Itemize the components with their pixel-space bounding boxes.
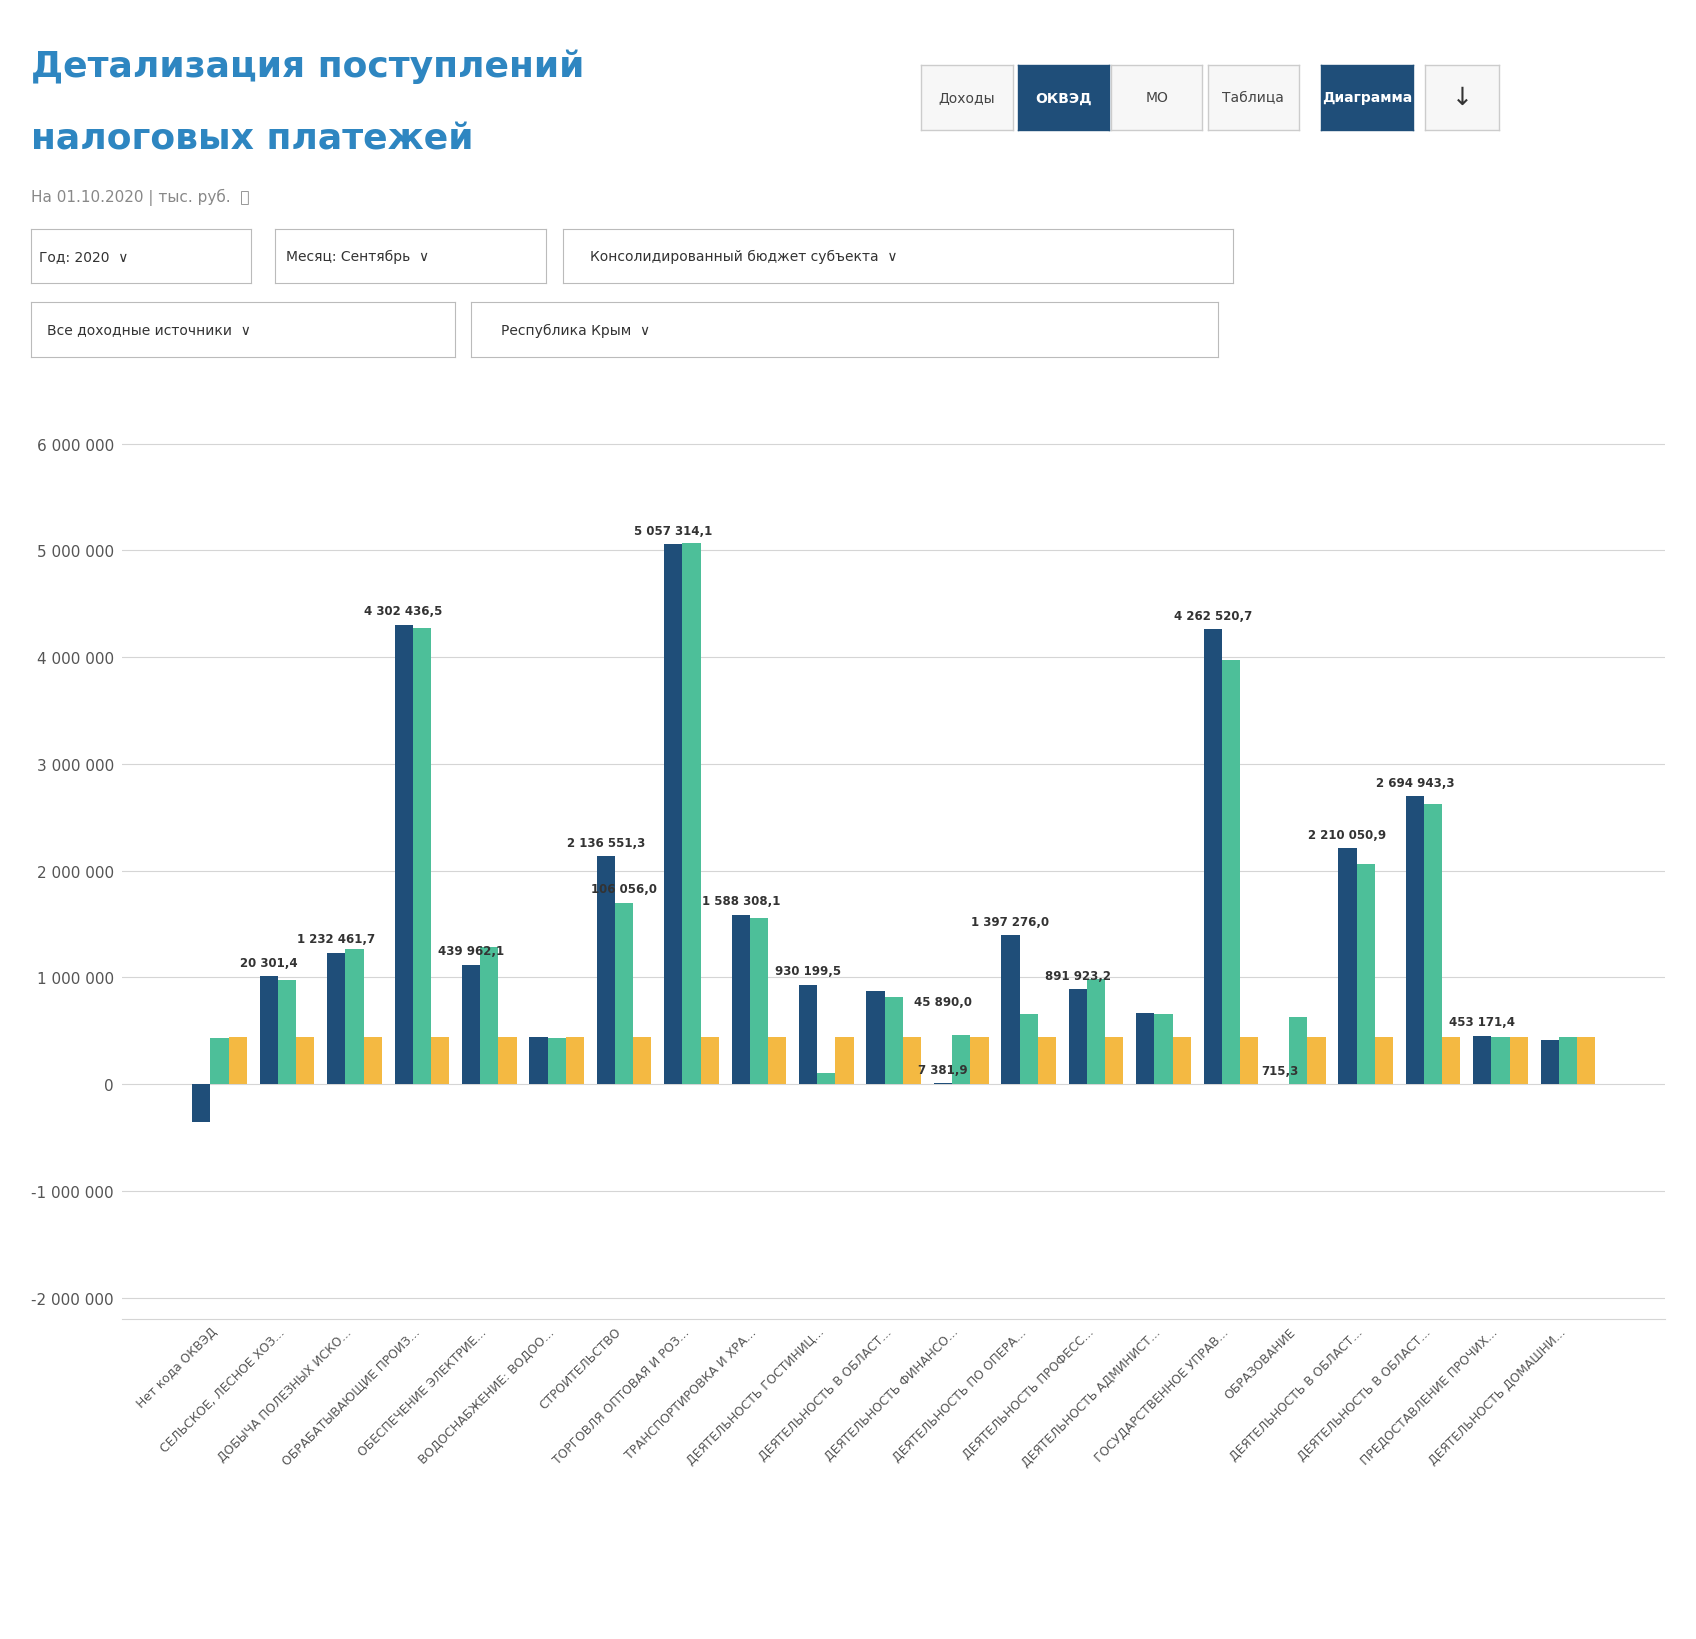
Bar xyxy=(1338,849,1357,1085)
Text: На 01.10.2020 | тыс. руб.  ⓘ: На 01.10.2020 | тыс. руб. ⓘ xyxy=(31,188,249,205)
Bar xyxy=(346,949,363,1085)
Text: 4 262 520,7: 4 262 520,7 xyxy=(1174,610,1252,623)
Text: 1 232 461,7: 1 232 461,7 xyxy=(297,933,375,946)
Bar xyxy=(1442,1037,1460,1085)
Bar xyxy=(1019,1015,1038,1085)
Bar xyxy=(480,947,499,1085)
Bar xyxy=(566,1037,583,1085)
Bar xyxy=(1001,936,1019,1085)
Bar xyxy=(1308,1037,1326,1085)
Text: 1 397 276,0: 1 397 276,0 xyxy=(972,915,1050,928)
Bar xyxy=(597,857,616,1085)
Bar xyxy=(682,544,700,1085)
Bar xyxy=(1577,1037,1596,1085)
Bar xyxy=(633,1037,651,1085)
Bar xyxy=(665,544,682,1085)
Bar xyxy=(259,977,278,1085)
Bar xyxy=(395,626,412,1085)
Bar xyxy=(1540,1041,1559,1085)
Text: Детализация поступлений: Детализация поступлений xyxy=(31,49,583,84)
Bar xyxy=(412,629,431,1085)
Text: МО: МО xyxy=(1145,92,1169,105)
Bar xyxy=(229,1037,248,1085)
Bar xyxy=(1375,1037,1392,1085)
Bar xyxy=(327,952,346,1085)
Bar xyxy=(700,1037,719,1085)
Bar xyxy=(885,997,902,1085)
Bar xyxy=(1289,1018,1308,1085)
Bar xyxy=(1068,990,1087,1085)
Bar xyxy=(278,980,297,1085)
Bar xyxy=(431,1037,449,1085)
Bar xyxy=(799,985,817,1085)
Bar xyxy=(1106,1037,1123,1085)
Bar xyxy=(951,1036,970,1085)
Text: Таблица: Таблица xyxy=(1223,92,1284,105)
Bar xyxy=(731,915,750,1085)
Bar xyxy=(867,992,885,1085)
Bar xyxy=(836,1037,853,1085)
Bar xyxy=(1491,1037,1509,1085)
Text: 2 694 943,3: 2 694 943,3 xyxy=(1375,777,1453,790)
Bar xyxy=(902,1037,921,1085)
Bar xyxy=(1357,865,1375,1085)
Bar xyxy=(970,1037,989,1085)
Text: 106 056,0: 106 056,0 xyxy=(592,883,656,895)
Text: 891 923,2: 891 923,2 xyxy=(1045,969,1111,982)
Text: Месяц: Сентябрь  ∨: Месяц: Сентябрь ∨ xyxy=(285,249,429,264)
Text: 5 057 314,1: 5 057 314,1 xyxy=(634,524,712,538)
Text: Доходы: Доходы xyxy=(938,92,996,105)
Bar xyxy=(1406,797,1425,1085)
Text: Диаграмма: Диаграмма xyxy=(1321,92,1413,105)
Bar xyxy=(1221,661,1240,1085)
Text: 20 301,4: 20 301,4 xyxy=(239,956,297,969)
Bar xyxy=(1038,1037,1057,1085)
Bar xyxy=(363,1037,382,1085)
Text: Год: 2020  ∨: Год: 2020 ∨ xyxy=(39,249,129,264)
Text: 715,3: 715,3 xyxy=(1262,1064,1299,1077)
Text: 4 302 436,5: 4 302 436,5 xyxy=(365,605,443,618)
Text: налоговых платежей: налоговых платежей xyxy=(31,123,473,157)
Bar xyxy=(1240,1037,1258,1085)
Bar xyxy=(1559,1037,1577,1085)
Bar xyxy=(1172,1037,1191,1085)
Text: 453 171,4: 453 171,4 xyxy=(1450,1016,1516,1029)
Text: ОКВЭД: ОКВЭД xyxy=(1035,92,1092,105)
Bar xyxy=(1509,1037,1528,1085)
Bar xyxy=(529,1037,548,1085)
Bar xyxy=(499,1037,517,1085)
Text: 439 962,1: 439 962,1 xyxy=(438,944,504,957)
Bar xyxy=(210,1039,229,1085)
Bar xyxy=(192,1085,210,1123)
Text: Все доходные источники  ∨: Все доходные источники ∨ xyxy=(47,323,251,338)
Text: 2 136 551,3: 2 136 551,3 xyxy=(566,836,644,849)
Text: Республика Крым  ∨: Республика Крым ∨ xyxy=(502,323,651,338)
Text: 1 588 308,1: 1 588 308,1 xyxy=(702,895,780,908)
Bar xyxy=(768,1037,787,1085)
Bar xyxy=(750,918,768,1085)
Text: ↓: ↓ xyxy=(1452,87,1472,110)
Bar xyxy=(548,1039,566,1085)
Bar xyxy=(1204,629,1221,1085)
Text: Консолидированный бюджет субъекта  ∨: Консолидированный бюджет субъекта ∨ xyxy=(590,249,897,264)
Bar xyxy=(1136,1013,1155,1085)
Bar xyxy=(616,903,633,1085)
Bar xyxy=(1474,1036,1491,1085)
Bar xyxy=(1425,805,1442,1085)
Bar xyxy=(817,1074,836,1085)
Bar xyxy=(1155,1015,1172,1085)
Bar xyxy=(461,965,480,1085)
Bar xyxy=(297,1037,314,1085)
Text: 2 210 050,9: 2 210 050,9 xyxy=(1309,828,1387,841)
Text: 930 199,5: 930 199,5 xyxy=(775,965,841,978)
Text: 45 890,0: 45 890,0 xyxy=(914,997,972,1010)
Bar xyxy=(1087,978,1106,1085)
Text: 7 381,9: 7 381,9 xyxy=(918,1064,968,1077)
